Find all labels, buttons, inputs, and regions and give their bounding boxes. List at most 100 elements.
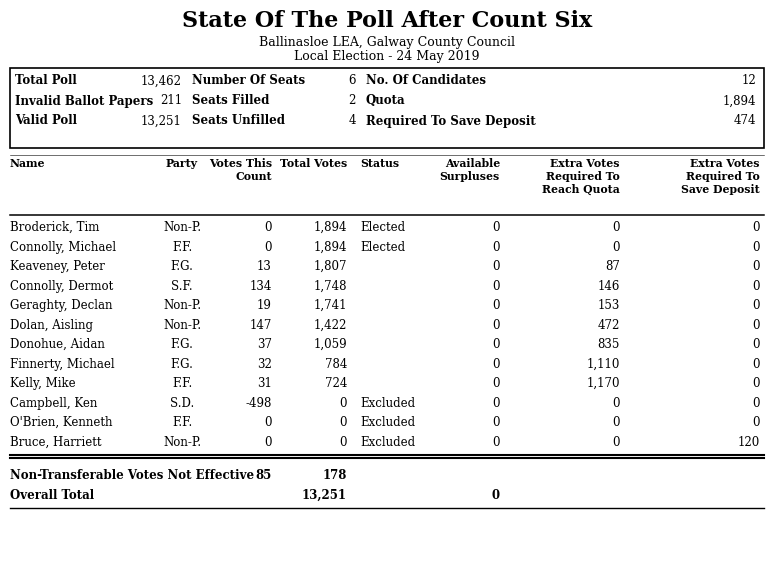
Text: 13,251: 13,251 [302, 489, 347, 502]
Text: 724: 724 [324, 377, 347, 390]
Text: 147: 147 [250, 319, 272, 332]
Text: Connolly, Dermot: Connolly, Dermot [10, 280, 113, 293]
Text: -498: -498 [245, 397, 272, 409]
Text: Excluded: Excluded [360, 416, 415, 429]
Text: 0: 0 [265, 221, 272, 234]
Text: 178: 178 [323, 469, 347, 482]
Text: 13: 13 [257, 260, 272, 273]
Text: Seats Unfilled: Seats Unfilled [192, 114, 285, 128]
Text: Extra Votes
Required To
Save Deposit: Extra Votes Required To Save Deposit [681, 158, 760, 195]
Text: 0: 0 [492, 280, 500, 293]
Text: Non-P.: Non-P. [163, 221, 201, 234]
Text: F.F.: F.F. [172, 241, 192, 253]
Text: State Of The Poll After Count Six: State Of The Poll After Count Six [182, 10, 592, 32]
Text: Seats Filled: Seats Filled [192, 95, 269, 107]
Text: O'Brien, Kenneth: O'Brien, Kenneth [10, 416, 112, 429]
Text: Valid Poll: Valid Poll [15, 114, 77, 128]
Text: F.F.: F.F. [172, 377, 192, 390]
Text: 13,462: 13,462 [141, 74, 182, 88]
Text: 1,422: 1,422 [313, 319, 347, 332]
Text: 835: 835 [598, 338, 620, 351]
Text: Geraghty, Declan: Geraghty, Declan [10, 299, 112, 312]
Text: 87: 87 [605, 260, 620, 273]
Text: Campbell, Ken: Campbell, Ken [10, 397, 98, 409]
Text: Name: Name [10, 158, 46, 169]
Text: S.D.: S.D. [170, 397, 194, 409]
Text: 0: 0 [492, 377, 500, 390]
Text: Connolly, Michael: Connolly, Michael [10, 241, 116, 253]
Text: Available
Surpluses: Available Surpluses [440, 158, 500, 182]
Text: Kelly, Mike: Kelly, Mike [10, 377, 76, 390]
Text: 85: 85 [255, 469, 272, 482]
Text: Total Poll: Total Poll [15, 74, 77, 88]
Text: 19: 19 [257, 299, 272, 312]
Text: 0: 0 [752, 338, 760, 351]
Text: Total Votes: Total Votes [279, 158, 347, 169]
Text: 0: 0 [492, 319, 500, 332]
Text: 0: 0 [492, 397, 500, 409]
Text: 0: 0 [612, 397, 620, 409]
Text: 0: 0 [492, 241, 500, 253]
Text: 0: 0 [492, 338, 500, 351]
Text: 0: 0 [612, 416, 620, 429]
Text: Excluded: Excluded [360, 436, 415, 449]
Text: Invalid Ballot Papers: Invalid Ballot Papers [15, 95, 153, 107]
Text: 0: 0 [340, 436, 347, 449]
Text: 1,170: 1,170 [587, 377, 620, 390]
Text: Donohue, Aidan: Donohue, Aidan [10, 338, 104, 351]
Text: 12: 12 [741, 74, 756, 88]
Text: 0: 0 [752, 299, 760, 312]
Text: 0: 0 [265, 436, 272, 449]
Text: No. Of Candidates: No. Of Candidates [366, 74, 486, 88]
Text: 472: 472 [598, 319, 620, 332]
Text: 0: 0 [752, 397, 760, 409]
Text: 0: 0 [612, 436, 620, 449]
Text: 0: 0 [265, 241, 272, 253]
Text: Local Election - 24 May 2019: Local Election - 24 May 2019 [294, 50, 480, 63]
Text: Elected: Elected [360, 221, 405, 234]
Text: Quota: Quota [366, 95, 406, 107]
Text: 153: 153 [598, 299, 620, 312]
Text: 0: 0 [491, 489, 500, 502]
Text: Overall Total: Overall Total [10, 489, 94, 502]
Text: 0: 0 [752, 319, 760, 332]
Text: 0: 0 [265, 416, 272, 429]
Text: 0: 0 [612, 241, 620, 253]
Text: 0: 0 [340, 397, 347, 409]
Text: Excluded: Excluded [360, 397, 415, 409]
Text: Elected: Elected [360, 241, 405, 253]
Text: 1,807: 1,807 [313, 260, 347, 273]
Text: 0: 0 [752, 280, 760, 293]
Text: Party: Party [166, 158, 198, 169]
Text: Votes This
Count: Votes This Count [209, 158, 272, 182]
Text: Non-Transferable Votes Not Effective: Non-Transferable Votes Not Effective [10, 469, 254, 482]
Text: Non-P.: Non-P. [163, 319, 201, 332]
Text: 0: 0 [492, 221, 500, 234]
Text: 13,251: 13,251 [141, 114, 182, 128]
Text: 0: 0 [492, 358, 500, 371]
Text: F.F.: F.F. [172, 416, 192, 429]
Text: 0: 0 [752, 416, 760, 429]
Text: 1,059: 1,059 [313, 338, 347, 351]
Text: Status: Status [360, 158, 399, 169]
Text: Extra Votes
Required To
Reach Quota: Extra Votes Required To Reach Quota [543, 158, 620, 195]
Text: 474: 474 [734, 114, 756, 128]
Text: Finnerty, Michael: Finnerty, Michael [10, 358, 115, 371]
Text: 1,110: 1,110 [587, 358, 620, 371]
Text: 120: 120 [738, 436, 760, 449]
Text: 1,748: 1,748 [313, 280, 347, 293]
Text: 1,894: 1,894 [722, 95, 756, 107]
Text: 134: 134 [250, 280, 272, 293]
Text: F.G.: F.G. [170, 338, 194, 351]
Text: 0: 0 [492, 416, 500, 429]
Text: Ballinasloe LEA, Galway County Council: Ballinasloe LEA, Galway County Council [259, 36, 515, 49]
Text: 32: 32 [257, 358, 272, 371]
Text: Number Of Seats: Number Of Seats [192, 74, 305, 88]
Text: S.F.: S.F. [171, 280, 193, 293]
Text: 37: 37 [257, 338, 272, 351]
Text: 6: 6 [348, 74, 356, 88]
Text: 0: 0 [752, 221, 760, 234]
Text: 0: 0 [340, 416, 347, 429]
Text: 1,741: 1,741 [313, 299, 347, 312]
Text: 2: 2 [348, 95, 356, 107]
